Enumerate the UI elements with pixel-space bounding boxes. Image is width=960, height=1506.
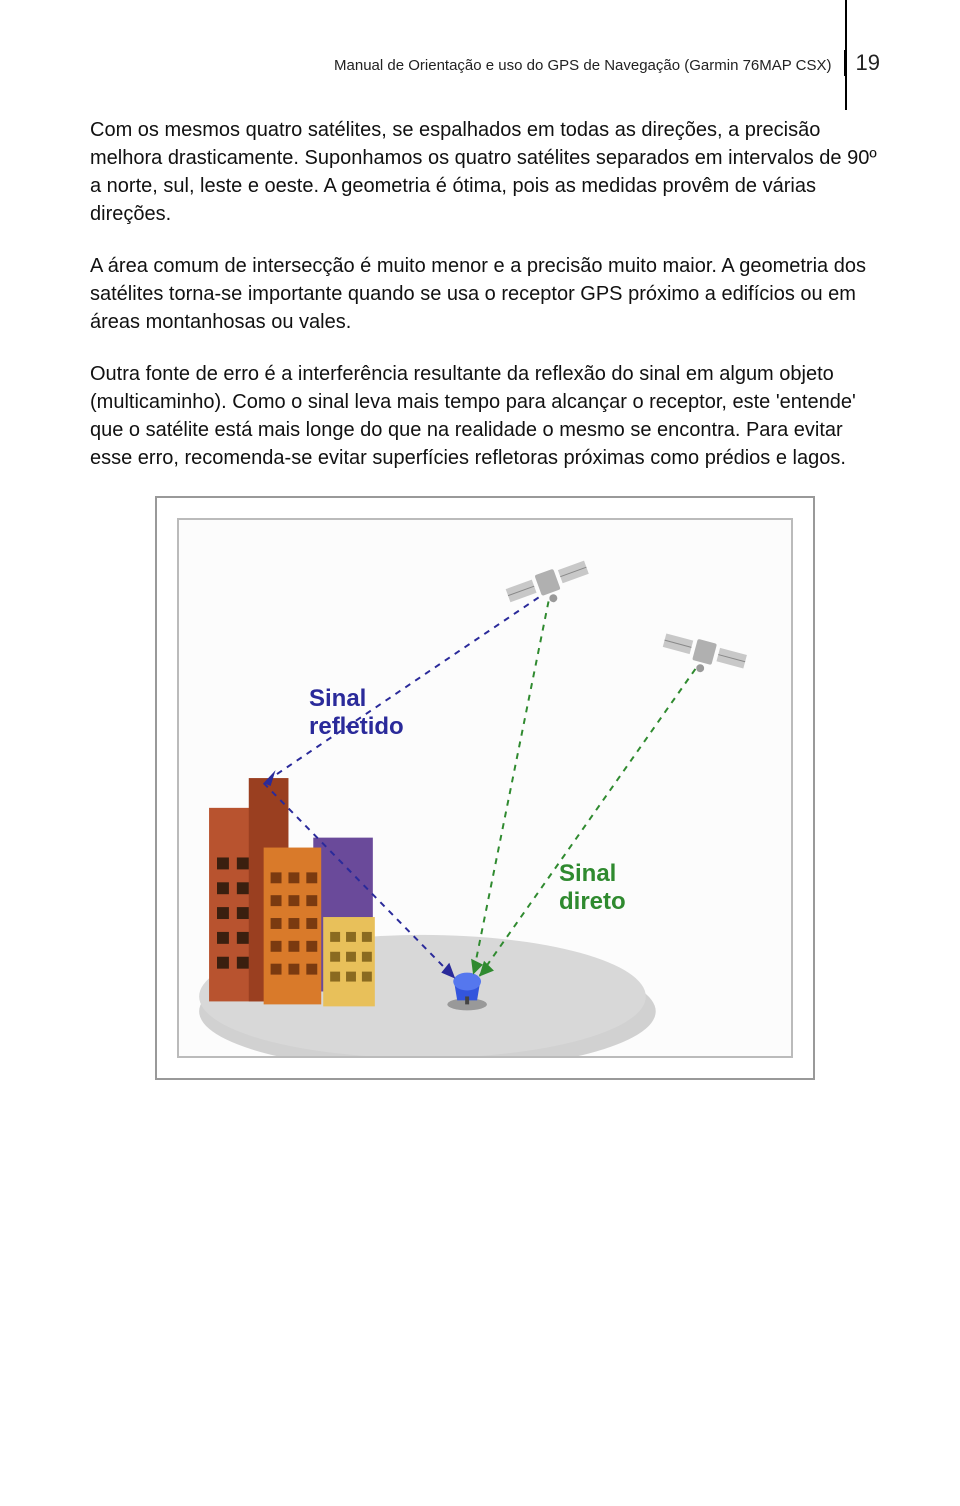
direct-signal-2 <box>479 669 695 977</box>
reflected-label: Sinal refletido <box>309 685 404 740</box>
direct-label: Sinal direto <box>559 860 626 915</box>
page-header: Manual de Orientação e uso do GPS de Nav… <box>90 50 880 76</box>
paragraph-1: Com os mesmos quatro satélites, se espal… <box>90 116 880 228</box>
direct-signal-1 <box>473 601 548 974</box>
paragraph-3: Outra fonte de erro é a interferência re… <box>90 360 880 472</box>
manual-title: Manual de Orientação e uso do GPS de Nav… <box>334 57 831 74</box>
header-rule <box>845 0 847 110</box>
paragraph-2: A área comum de intersecção é muito meno… <box>90 252 880 336</box>
multipath-diagram: Sinal refletido Sinal direto <box>177 518 793 1058</box>
diagram-svg <box>179 520 791 1056</box>
page-number: 19 <box>844 50 880 76</box>
satellite-1-icon <box>505 558 594 616</box>
satellite-2-icon <box>659 631 748 683</box>
diagram-frame: Sinal refletido Sinal direto <box>155 496 815 1080</box>
